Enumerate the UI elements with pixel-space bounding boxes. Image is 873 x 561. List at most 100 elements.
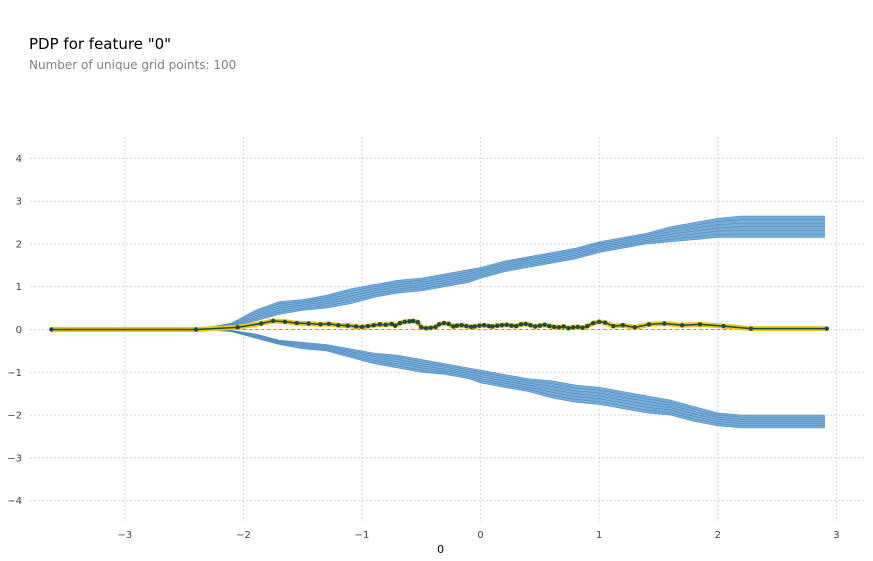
pdp-point <box>393 323 398 328</box>
pdp-point <box>542 322 547 327</box>
ice-line <box>51 329 825 427</box>
pdp-point <box>397 320 403 326</box>
pdp-point <box>259 321 264 326</box>
chart-subtitle: Number of unique grid points: 100 <box>29 58 237 72</box>
ice-line <box>51 329 825 422</box>
pdp-point <box>556 325 562 330</box>
pdp-point <box>383 322 388 327</box>
x-tick-label: −1 <box>355 530 370 541</box>
ice-line <box>51 223 825 330</box>
ice-line <box>51 230 825 330</box>
pdp-point <box>566 326 571 331</box>
y-tick-label: −2 <box>7 411 22 422</box>
y-tick-label: −1 <box>7 368 22 379</box>
pdp-point <box>446 321 451 327</box>
ice-lines <box>51 215 825 429</box>
pdp-point <box>570 325 576 330</box>
pdp-point <box>436 322 442 327</box>
pdp-point <box>697 322 703 327</box>
pdp-point <box>468 324 474 330</box>
x-tick-label: 2 <box>715 530 721 541</box>
x-tick-label: 1 <box>596 530 602 541</box>
pdp-point <box>294 320 300 326</box>
pdp-point <box>585 323 590 329</box>
pdp-point <box>481 323 487 328</box>
pdp-point <box>532 324 538 329</box>
y-tick-labels: 4 3 2 1 0 −1 −2 −3 −4 <box>7 154 22 507</box>
pdp-point <box>551 324 557 330</box>
pdp-point <box>518 322 524 327</box>
y-tick-label: 4 <box>16 154 22 165</box>
pdp-point <box>495 323 500 328</box>
pdp-point <box>632 325 637 330</box>
pdp-point <box>679 323 685 328</box>
y-tick-label: −4 <box>7 496 22 507</box>
y-tick-label: 2 <box>16 239 22 250</box>
pdp-point <box>402 319 407 324</box>
pdp-point <box>371 323 377 328</box>
y-tick-label: −3 <box>7 453 22 464</box>
pdp-point <box>509 323 514 328</box>
ice-line <box>51 219 825 330</box>
pdp-point <box>359 324 365 330</box>
pdp-point <box>49 327 54 332</box>
pdp-point <box>646 322 652 327</box>
pdp-point <box>318 322 323 327</box>
x-tick-labels: −3 −2 −1 0 1 2 3 <box>117 530 839 541</box>
ice-line <box>51 329 825 424</box>
y-tick-label: 3 <box>16 197 22 208</box>
pdp-point <box>504 322 509 327</box>
pdp-point <box>561 324 566 329</box>
y-tick-label: 1 <box>16 282 22 293</box>
pdp-point <box>547 323 552 329</box>
pdp-point <box>326 321 332 327</box>
ice-line <box>51 233 825 330</box>
pdp-point <box>575 324 581 330</box>
pdp-point <box>454 323 460 328</box>
ice-line <box>51 329 825 420</box>
pdp-point <box>486 323 492 329</box>
pdp-point <box>523 321 528 327</box>
y-tick-label: 0 <box>16 325 22 336</box>
pdp-point <box>451 324 456 329</box>
x-tick-label: 3 <box>833 530 839 541</box>
pdp-point <box>591 320 596 326</box>
ice-line <box>51 226 825 330</box>
pdp-point <box>528 323 533 328</box>
pdp-point <box>602 320 608 325</box>
pdp-point <box>389 321 394 327</box>
pdp-point <box>441 320 447 326</box>
pdp-point <box>419 325 424 330</box>
pdp-point <box>353 324 359 329</box>
x-tick-label: −3 <box>117 530 132 541</box>
pdp-point <box>415 320 420 325</box>
x-tick-label: −2 <box>236 530 251 541</box>
pdp-point <box>377 322 383 327</box>
pdp-point <box>365 323 371 329</box>
x-tick-label: 0 <box>477 530 483 541</box>
pdp-point <box>580 325 585 330</box>
pdp-point <box>662 321 667 326</box>
x-axis-label: 0 <box>437 543 444 556</box>
pdp-point <box>345 323 350 328</box>
pdp-point <box>433 324 438 330</box>
pdp-point <box>270 318 276 324</box>
pdp-point <box>410 318 416 324</box>
pdp-point <box>464 323 469 329</box>
pdp-point <box>428 325 434 330</box>
pdp-point <box>423 326 429 331</box>
pdp-point <box>407 319 412 324</box>
pdp-point <box>620 323 626 328</box>
chart-title: PDP for feature "0" <box>29 35 172 53</box>
pdp-point <box>537 323 543 328</box>
pdp-point <box>596 319 602 324</box>
pdp-point <box>282 319 288 324</box>
pdp-point <box>824 326 830 331</box>
pdp-point <box>477 323 482 328</box>
ice-band-upper <box>51 215 825 330</box>
pdp-series <box>49 318 830 332</box>
pdp-point <box>721 323 726 329</box>
pdp-point <box>193 327 199 332</box>
pdp-point <box>490 324 495 329</box>
